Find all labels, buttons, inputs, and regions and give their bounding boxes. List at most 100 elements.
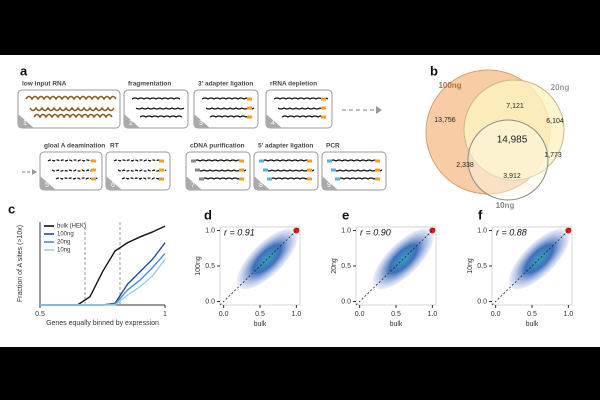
adapter bbox=[159, 159, 164, 163]
venn-count: 14,985 bbox=[497, 135, 528, 146]
adapter bbox=[321, 106, 326, 110]
panel-label: c bbox=[8, 201, 15, 216]
adapter bbox=[91, 159, 96, 163]
x-tick-label: 0.5 bbox=[255, 311, 265, 318]
adapter bbox=[259, 159, 264, 163]
adapter bbox=[191, 159, 196, 163]
rna-strand bbox=[113, 159, 163, 162]
legend-label: 100ng bbox=[57, 232, 74, 238]
x-tick-label: 0.0 bbox=[355, 311, 365, 318]
y-axis-label: 10ng bbox=[467, 258, 474, 274]
step-title: RT bbox=[110, 143, 119, 150]
venn-count: 13,756 bbox=[434, 117, 456, 124]
adapter bbox=[335, 177, 340, 181]
venn-set-label: 20ng bbox=[551, 83, 570, 92]
venn-count: 3,912 bbox=[503, 173, 521, 180]
rna-strand bbox=[273, 97, 329, 100]
step-number: 3 bbox=[199, 120, 203, 127]
rna-strand bbox=[33, 113, 113, 119]
step-title: low input RNA bbox=[22, 81, 67, 88]
y-tick-label: 0.5 bbox=[341, 263, 351, 270]
venn-count: 7,121 bbox=[506, 103, 524, 110]
rna-strand bbox=[261, 159, 311, 162]
x-tick-label: 0.5 bbox=[391, 311, 401, 318]
y-tick-label: 1.0 bbox=[341, 227, 351, 234]
step-corner bbox=[266, 114, 282, 128]
venn-set-label: 10ng bbox=[496, 201, 515, 210]
step-corner bbox=[254, 176, 270, 190]
x-axis-label: bulk bbox=[254, 321, 267, 328]
identity-line bbox=[491, 226, 573, 306]
rna-strand bbox=[121, 177, 165, 180]
x-axis-label: Genes equally binned by expression bbox=[46, 320, 159, 327]
step-number: 5 bbox=[45, 182, 49, 189]
adapter bbox=[263, 168, 268, 172]
adapter bbox=[159, 177, 164, 181]
step-number: 8 bbox=[259, 182, 263, 189]
x-tick-label: 1.0 bbox=[291, 311, 301, 318]
panel-label: f bbox=[478, 207, 483, 222]
adapter bbox=[195, 168, 200, 172]
flow-arrowhead bbox=[376, 106, 382, 114]
adapter bbox=[327, 159, 332, 163]
y-tick-label: 0.0 bbox=[205, 298, 215, 305]
step-number: 4 bbox=[271, 120, 275, 127]
rna-strand bbox=[277, 107, 327, 110]
adapter bbox=[159, 168, 164, 172]
flow-arrowhead bbox=[32, 169, 37, 175]
step-corner bbox=[106, 176, 122, 190]
adapter bbox=[239, 168, 244, 172]
identity-line bbox=[355, 226, 437, 306]
y-tick-label: 1.0 bbox=[205, 227, 215, 234]
rna-strand bbox=[269, 177, 313, 180]
venn-circle bbox=[463, 79, 565, 181]
step-title: 3' adapter ligation bbox=[198, 81, 253, 88]
y-tick-label: 0.0 bbox=[341, 298, 351, 305]
rna-strand bbox=[117, 169, 167, 172]
venn-circle bbox=[467, 119, 549, 201]
adapter bbox=[307, 168, 312, 172]
adapter bbox=[267, 177, 272, 181]
rna-strand bbox=[197, 169, 247, 172]
panel-label: d bbox=[204, 207, 212, 222]
rna-strand bbox=[135, 107, 185, 110]
adapter bbox=[247, 97, 252, 101]
step-number: 6 bbox=[111, 182, 115, 189]
rna-strand bbox=[193, 159, 243, 162]
x-tick-label: 1.0 bbox=[427, 311, 437, 318]
step-number: 1 bbox=[23, 120, 27, 127]
x-tick-label: 1 bbox=[163, 311, 167, 318]
adapter bbox=[375, 159, 380, 163]
step-corner bbox=[186, 176, 202, 190]
identity-line bbox=[219, 226, 301, 306]
step-title: gloal A deamination bbox=[44, 143, 105, 150]
y-tick-label: 0.5 bbox=[205, 263, 215, 270]
rna-strand bbox=[51, 169, 95, 172]
step-title: fragmentation bbox=[128, 81, 171, 88]
x-axis-label: bulk bbox=[390, 321, 403, 328]
step-title: PCR bbox=[326, 143, 340, 150]
venn-count: 6,104 bbox=[546, 118, 564, 125]
rna-strand bbox=[333, 169, 383, 172]
adapter bbox=[247, 115, 252, 119]
x-tick-label: 0.5 bbox=[35, 311, 45, 318]
adapter bbox=[247, 106, 252, 110]
y-tick-label: 0.5 bbox=[477, 263, 487, 270]
legend-label: bulk (HEK) bbox=[57, 224, 86, 230]
step-number: 7 bbox=[191, 182, 195, 189]
y-tick-label: 1.0 bbox=[477, 227, 487, 234]
step-title: 5' adapter ligation bbox=[258, 143, 313, 150]
rna-strand bbox=[139, 115, 183, 118]
y-axis-label: Fraction of A sites (>10x) bbox=[17, 225, 24, 302]
rna-strand bbox=[205, 107, 255, 110]
adapter bbox=[375, 177, 380, 181]
panel-label: b bbox=[430, 63, 438, 78]
step-corner bbox=[40, 176, 56, 190]
x-tick-label: 1.0 bbox=[563, 311, 573, 318]
step-corner bbox=[124, 114, 140, 128]
adapter bbox=[331, 168, 336, 172]
step-title: cDNA purification bbox=[190, 143, 245, 150]
rna-strand bbox=[281, 115, 325, 118]
correlation-label: r = 0.90 bbox=[360, 227, 391, 237]
step-number: 9 bbox=[327, 182, 331, 189]
